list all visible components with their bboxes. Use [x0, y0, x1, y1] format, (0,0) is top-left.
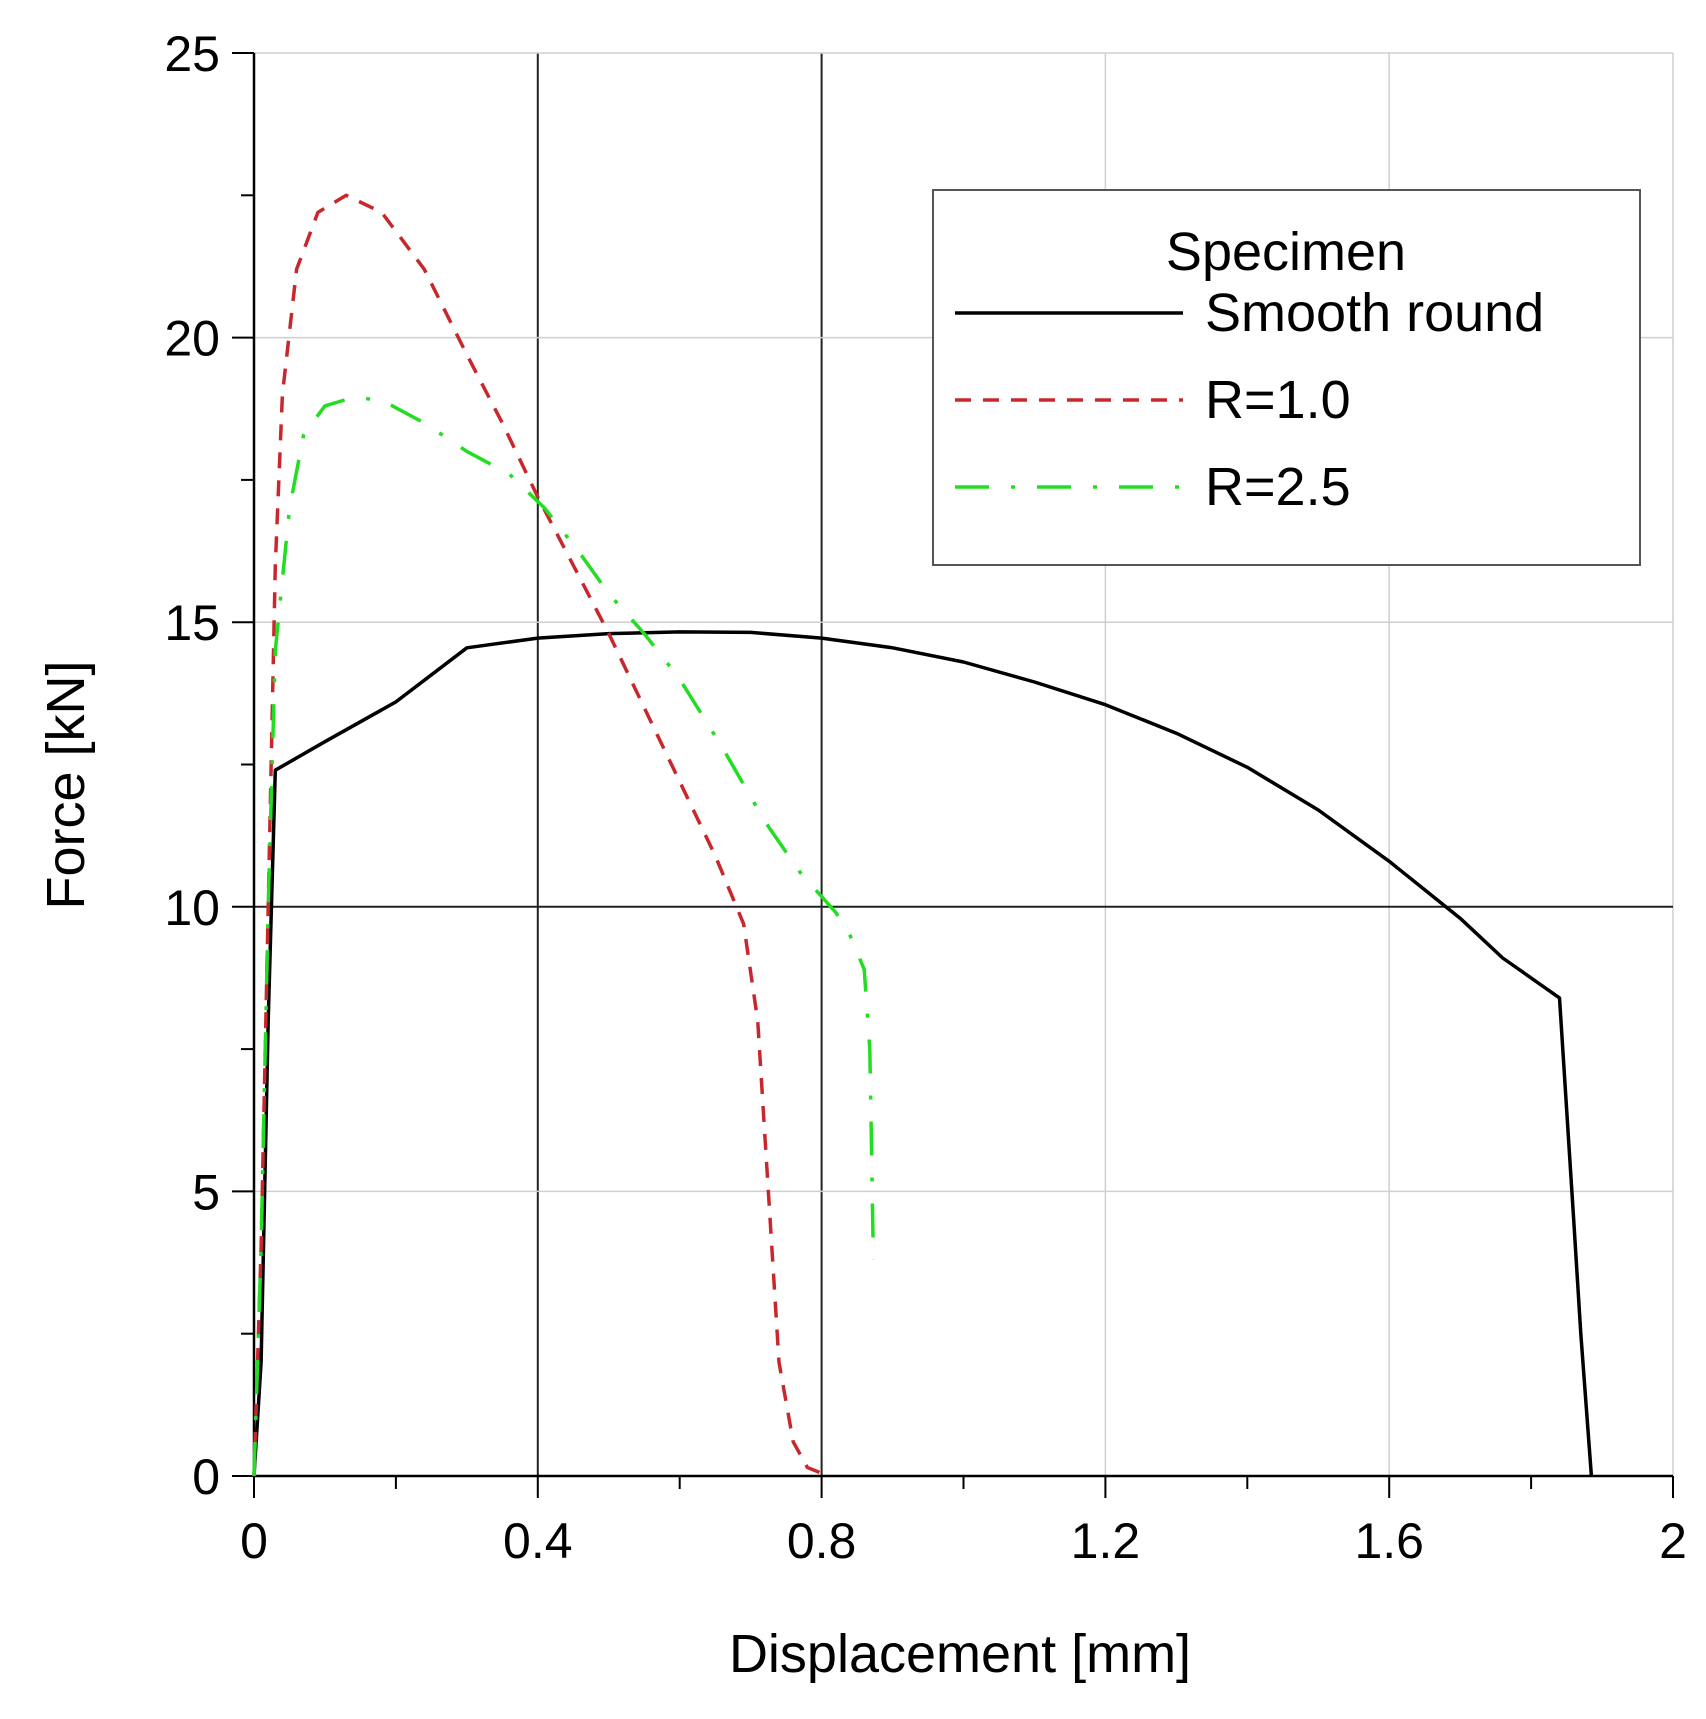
- y-tick-label: 15: [164, 595, 220, 651]
- y-axis-title: Force [kN]: [36, 660, 96, 909]
- x-tick-label: 0.4: [503, 1513, 573, 1569]
- y-tick-label: 5: [192, 1164, 220, 1220]
- axes-layer: [232, 52, 1674, 1498]
- y-tick-label: 25: [164, 26, 220, 82]
- series-layer: [252, 193, 1594, 1477]
- x-tick-label: 0.8: [787, 1513, 857, 1569]
- legend-label-1: Smooth round: [1205, 283, 1544, 343]
- legend-title: Specimen: [1166, 222, 1406, 282]
- series-line-2: [252, 193, 823, 1477]
- x-tick-label: 0: [240, 1513, 268, 1569]
- x-axis-title: Displacement [mm]: [729, 1624, 1191, 1684]
- legend-entries: Smooth round R=1.0 R=2.5: [955, 283, 1544, 517]
- y-tick-label: 10: [164, 880, 220, 936]
- x-tick-label: 1.2: [1071, 1513, 1141, 1569]
- series-line-1: [252, 630, 1594, 1477]
- series-line-3: [252, 395, 876, 1477]
- legend-box: [932, 189, 1641, 566]
- legend-label-3: R=2.5: [1205, 457, 1351, 517]
- y-tick-label: 20: [164, 311, 220, 367]
- legend: Specimen Smooth round R=1.0 R=2.5: [932, 189, 1641, 566]
- legend-label-2: R=1.0: [1205, 370, 1351, 430]
- y-tick-label: 0: [192, 1449, 220, 1505]
- x-tick-label: 1.6: [1354, 1513, 1424, 1569]
- x-tick-label: 2: [1659, 1513, 1687, 1569]
